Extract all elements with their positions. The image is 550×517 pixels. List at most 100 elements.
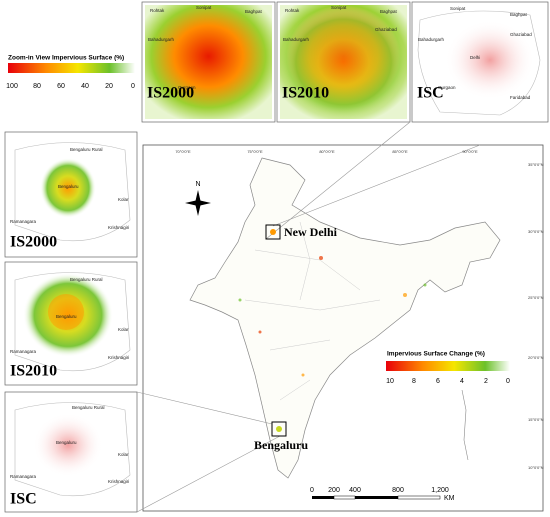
legend-tick: 10 [386, 378, 394, 385]
lon-label: 80°0'0"E [319, 149, 335, 154]
color-ramp [8, 63, 135, 73]
lat-label: 15°0'0"N [528, 417, 544, 422]
map-shape [136, 435, 281, 513]
place-name: Gurgaon [178, 85, 196, 90]
place-name: Rohtak [285, 8, 300, 13]
legend-tick: 60 [57, 83, 65, 90]
place-name: Ramanagara [10, 219, 37, 224]
map-shape [276, 426, 282, 432]
scale-unit: KM [444, 495, 455, 502]
place-name: Kolar [118, 197, 129, 202]
map-shape [445, 20, 535, 100]
lat-label: 35°0'0"N [528, 162, 544, 167]
legend-tick: 6 [436, 378, 440, 385]
legend-title: Zoom-in View Impervious Surface (%) [8, 55, 124, 62]
map-shape [301, 373, 305, 377]
map-shape [136, 391, 273, 425]
map-shape [14, 142, 131, 242]
zoom-legend: Zoom-in View Impervious Surface (%) 100 … [6, 55, 135, 90]
lat-label: 30°0'0"N [528, 229, 544, 234]
map-shape [280, 5, 407, 119]
panel-label: ISC [417, 85, 444, 102]
map-shape [333, 495, 356, 500]
map-shape [423, 283, 427, 287]
place-name: Ghaziabad [510, 32, 532, 37]
scale-label: 800 [392, 487, 404, 494]
place-name: Baghpat [510, 12, 528, 17]
map-shape [48, 294, 84, 330]
scale-label: 400 [349, 487, 361, 494]
north-label: N [195, 181, 200, 188]
panel-label: IS2000 [147, 85, 194, 102]
map-shape [355, 496, 398, 499]
legend-tick: 100 [6, 83, 18, 90]
place-name: Bengaluru [56, 314, 77, 319]
legend-tick: 0 [131, 83, 135, 90]
city-label: Bengaluru [254, 438, 308, 452]
map-shape [312, 496, 334, 499]
lon-label: 85°0'0"E [392, 149, 408, 154]
place-name: Sonipat [196, 5, 212, 10]
place-name: Sonipat [331, 5, 347, 10]
place-name: Ghaziabad [375, 27, 397, 32]
place-name: Baghpat [245, 9, 263, 14]
map-shape [272, 144, 481, 227]
top-panel: Rohtak Sonipat Baghpat Bahadurgarh Gurga… [141, 1, 276, 123]
place-name: Bahadurgarh [418, 37, 445, 42]
north-arrow: N [185, 181, 211, 216]
place-name: Bengaluru Rural [70, 277, 103, 282]
map-shape [319, 256, 323, 260]
place-name: Bengaluru [58, 184, 79, 189]
scale-bar: 0 200 400 800 1,200 KM [310, 487, 455, 502]
lat-label: 10°0'0"N [528, 465, 544, 470]
legend-tick: 8 [412, 378, 416, 385]
map-shape [397, 495, 441, 500]
panel-label: IS2000 [10, 234, 57, 251]
place-name: Bengaluru Rural [70, 147, 103, 152]
left-panel: Bengaluru Rural Bengaluru Kolar Ramanaga… [4, 391, 138, 513]
legend-tick: 20 [105, 83, 113, 90]
place-name: Kolar [118, 327, 129, 332]
place-name: Bengaluru Rural [72, 405, 105, 410]
panel-label: IS2010 [10, 363, 57, 380]
scale-label: 200 [328, 487, 340, 494]
color-ramp [386, 361, 510, 371]
map-shape [244, 221, 381, 401]
city-label: New Delhi [284, 225, 338, 239]
place-name: Rohtak [150, 8, 165, 13]
map-shape [14, 402, 131, 497]
legend-tick: 2 [484, 378, 488, 385]
map-shape [238, 298, 242, 302]
place-name: Krishnagiri [108, 479, 129, 484]
lat-label: 20°0'0"N [528, 355, 544, 360]
map-shape [258, 330, 262, 334]
map-shape [265, 121, 411, 240]
legend-tick: 40 [81, 83, 89, 90]
place-name: Krishnagiri [108, 225, 129, 230]
place-name: Sonipat [450, 6, 466, 11]
place-name: Gurgaon [438, 85, 456, 90]
map-shape [14, 272, 131, 372]
map-shape [145, 5, 272, 119]
map-shape [403, 293, 407, 297]
legend-title: Impervious Surface Change (%) [387, 351, 485, 358]
place-name: Bahadurgarh [148, 37, 175, 42]
legend-tick: 0 [506, 378, 510, 385]
place-name: Ramanagara [10, 474, 37, 479]
map-shape [417, 10, 541, 116]
panel-label: IS2010 [282, 85, 329, 102]
map-shape [40, 158, 96, 218]
change-legend: Impervious Surface Change (%) 10 8 6 4 2… [386, 351, 510, 385]
lon-label: 75°0'0"E [247, 149, 263, 154]
top-panel: Rohtak Sonipat Baghpat Bahadurgarh Ghazi… [276, 1, 411, 123]
scale-label: 1,200 [431, 487, 449, 494]
place-name: Krishnagiri [108, 355, 129, 360]
panel-label: ISC [10, 491, 37, 508]
map-shape [265, 224, 281, 240]
legend-tick: 4 [460, 378, 464, 385]
place-name: Faridabad [510, 95, 531, 100]
place-name: Bengaluru [56, 440, 77, 445]
map-shape [33, 413, 103, 477]
map-shape [270, 229, 276, 235]
